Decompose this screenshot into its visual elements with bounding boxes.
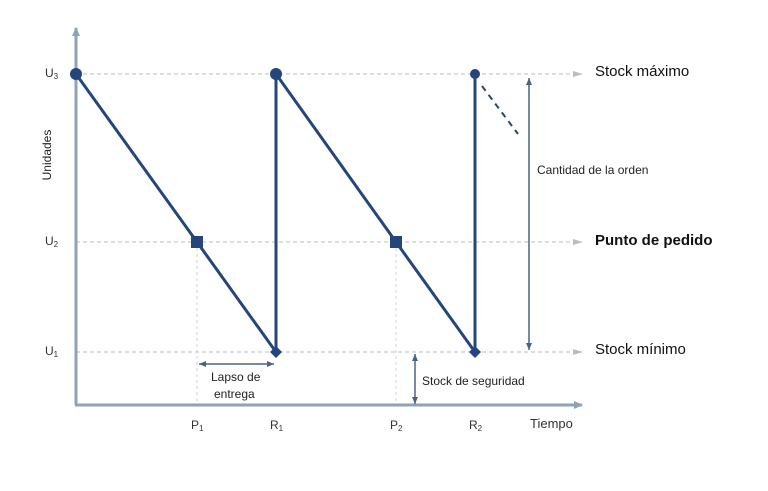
reference-guides	[76, 71, 583, 404]
x-axis-title: Tiempo	[530, 416, 573, 431]
marker-r1-diamond	[270, 346, 282, 358]
x-tick-p1: P1	[191, 418, 204, 433]
y-tick-u1: U1	[45, 344, 59, 359]
inventory-continuation-dashed	[481, 85, 519, 135]
x-tick-r2: R2	[469, 418, 483, 433]
label-lapso-line2: entrega	[214, 387, 255, 401]
inventory-line	[74, 72, 477, 354]
y-tick-u2: U2	[45, 234, 59, 249]
inventory-series	[70, 68, 519, 358]
annotation-arrows	[199, 78, 532, 404]
y-tick-u3: U3	[45, 66, 59, 81]
axes	[72, 27, 583, 409]
label-lapso-line1: Lapso de	[211, 370, 261, 384]
x-tick-r1: R1	[270, 418, 284, 433]
label-cantidad-orden: Cantidad de la orden	[537, 163, 649, 177]
marker-start-u3	[70, 68, 82, 80]
marker-r2-top	[470, 69, 480, 79]
marker-r2-diamond	[469, 346, 481, 358]
label-stock-maximo: Stock máximo	[595, 63, 690, 80]
label-stock-minimo: Stock mínimo	[595, 341, 686, 358]
marker-p1-square	[191, 236, 203, 248]
marker-r1-top	[270, 68, 282, 80]
marker-p2-square	[390, 236, 402, 248]
label-stock-seguridad: Stock de seguridad	[422, 374, 525, 388]
y-axis-title: Unidades	[40, 129, 54, 181]
label-punto-pedido: Punto de pedido	[595, 232, 713, 249]
x-tick-p2: P2	[390, 418, 403, 433]
